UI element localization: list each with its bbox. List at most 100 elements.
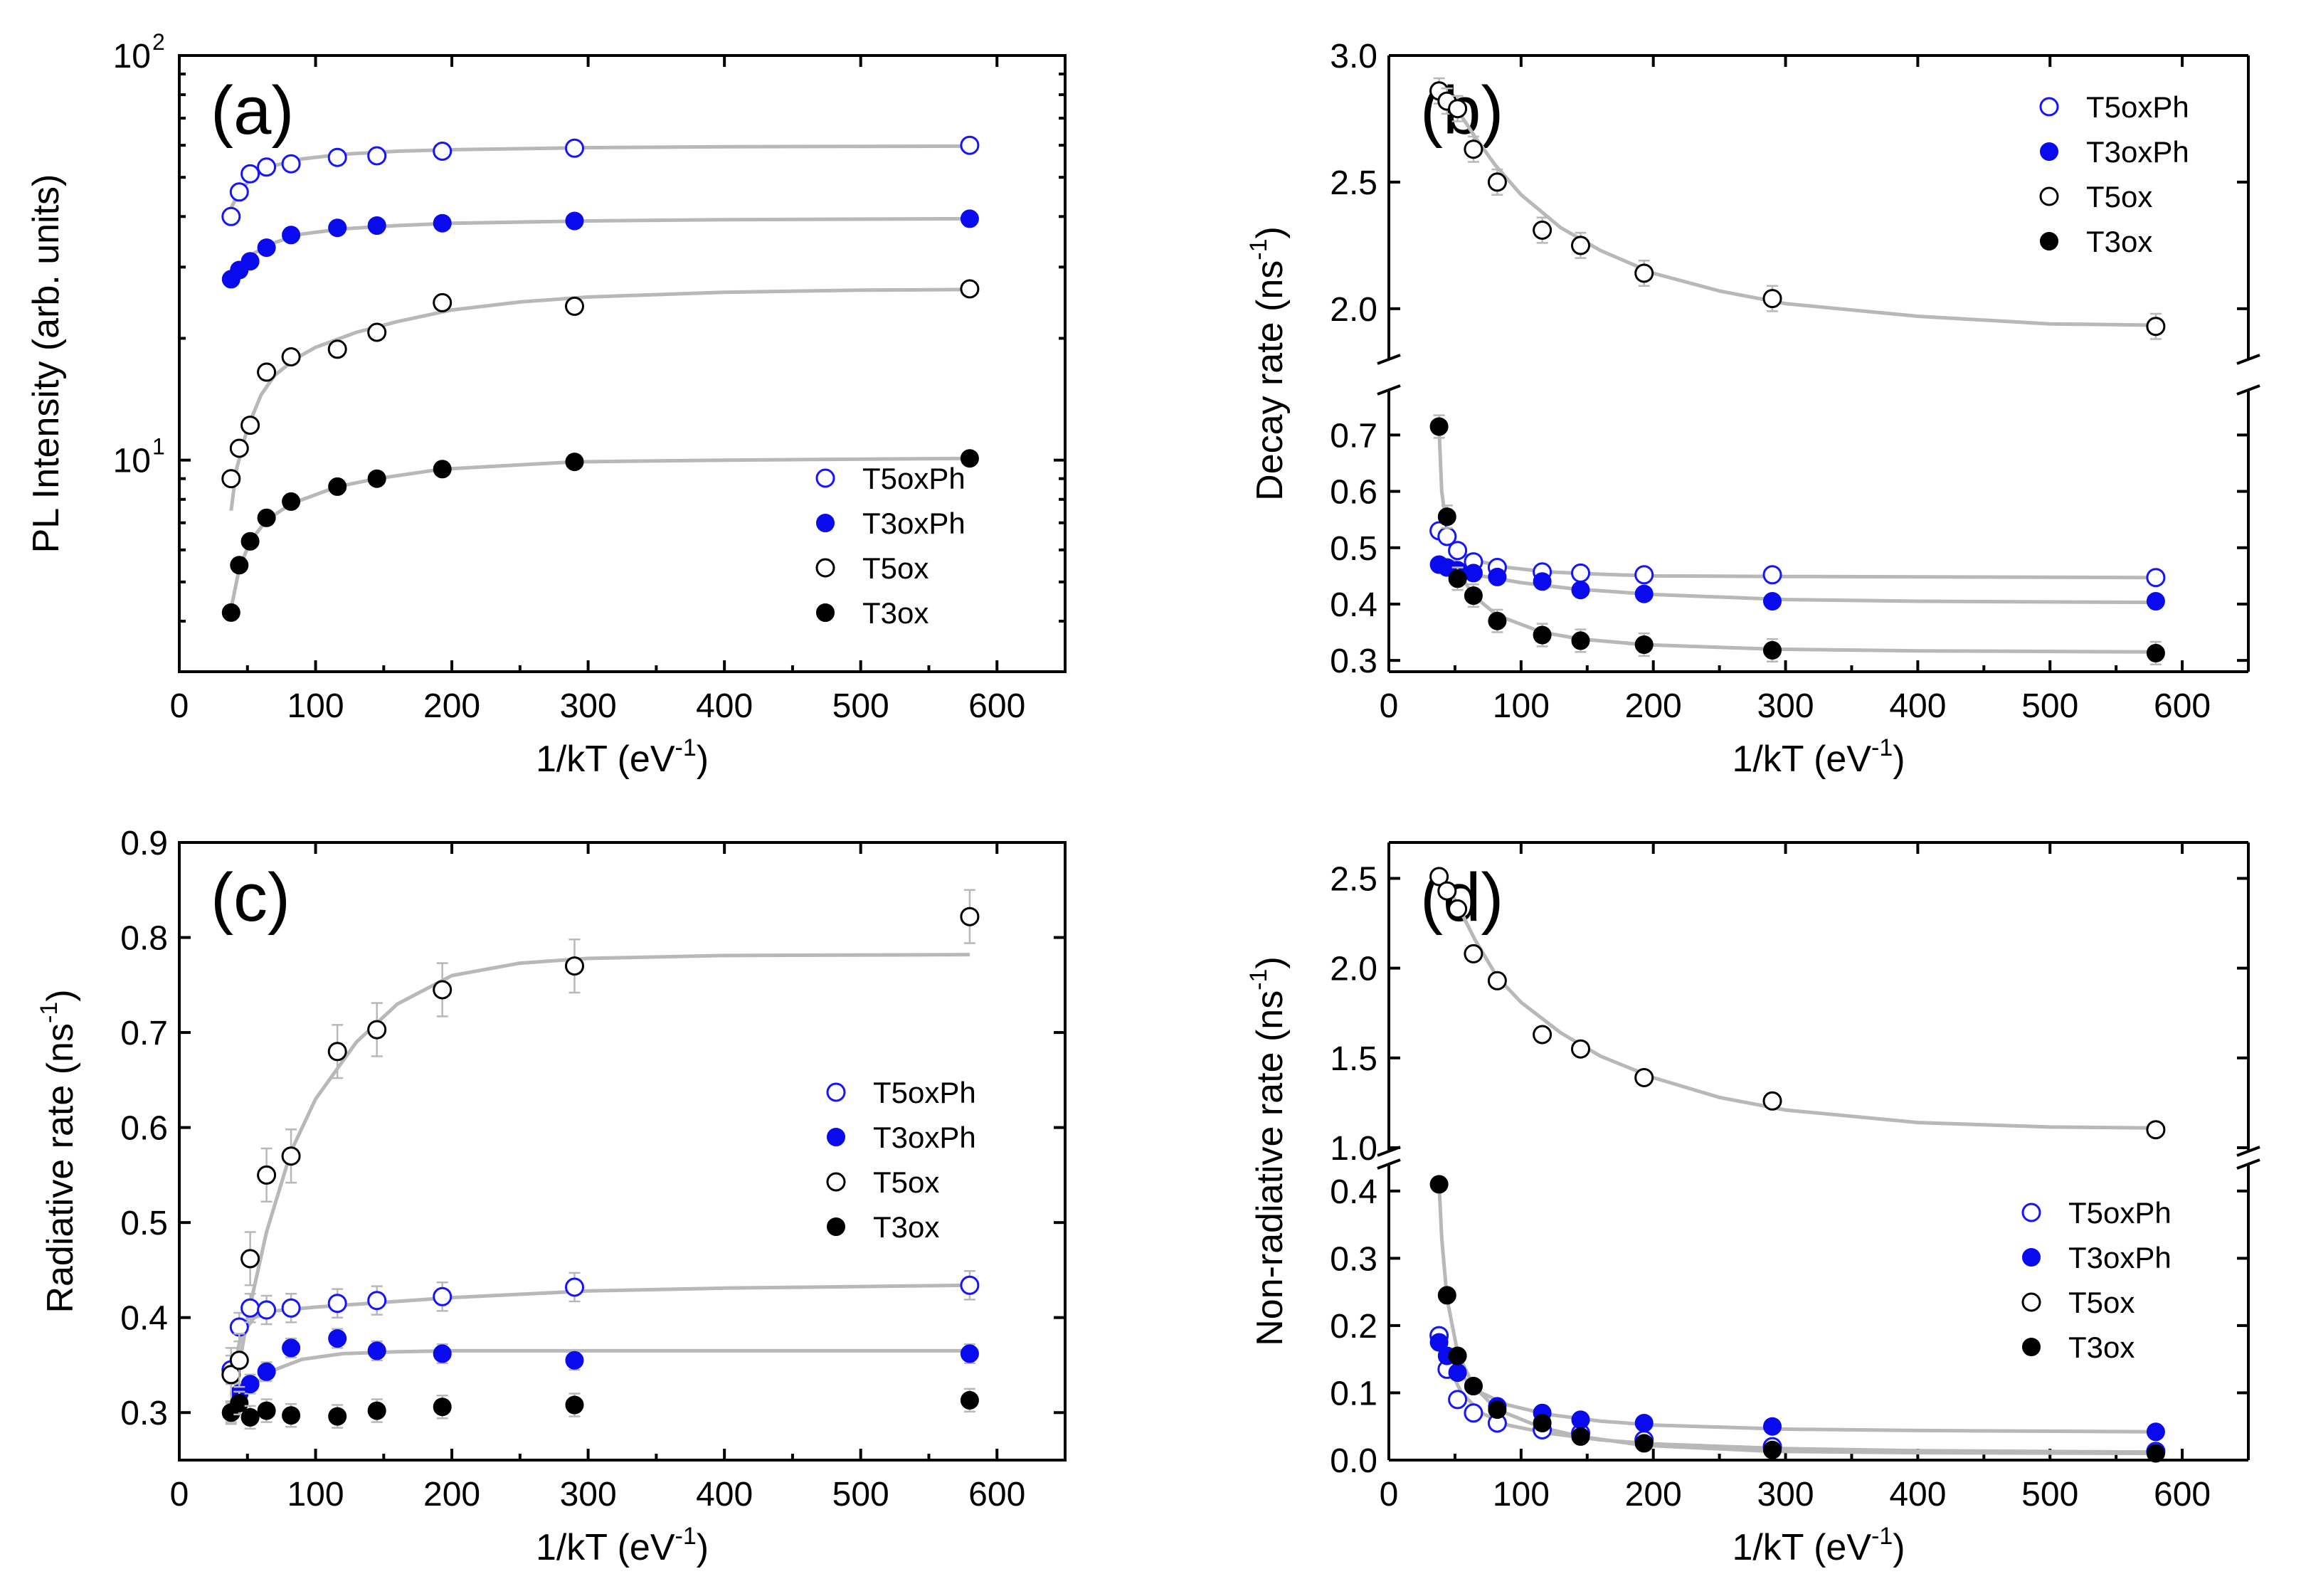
data-point-T3oxPh	[257, 238, 276, 258]
x-tick-label: 500	[2021, 1476, 2078, 1513]
y-tick-label: 2.5	[1330, 164, 1377, 202]
data-point-T3ox	[1464, 586, 1483, 606]
data-point-T3ox	[230, 556, 249, 575]
x-axis-title: 1/kT (eV-1)	[536, 1523, 709, 1568]
y-tick-exponent: 2	[152, 29, 165, 55]
x-tick-label: 300	[560, 687, 617, 725]
legend-label-T3oxPh: T3oxPh	[2086, 135, 2189, 169]
fit-curve-T5ox	[1437, 874, 2156, 1130]
data-point-T5ox	[1533, 1025, 1552, 1045]
axis-break-mark	[1377, 1158, 1401, 1170]
legend-label-T5oxPh: T5oxPh	[2086, 90, 2189, 124]
legend-label-T5oxPh: T5oxPh	[873, 1076, 976, 1109]
x-tick-label: 300	[560, 1476, 617, 1513]
fit-curve-T5ox	[229, 287, 970, 512]
data-point-T3oxPh	[565, 211, 584, 231]
data-point-T3ox	[367, 1401, 386, 1420]
x-tick-label: 500	[832, 687, 889, 725]
data-point-T5oxPh	[1634, 565, 1654, 585]
legend: T5oxPh T3oxPh T5ox T3ox	[815, 462, 966, 630]
y-tick-label: 0.2	[1330, 1308, 1377, 1346]
data-point-T5ox	[1634, 1068, 1654, 1087]
data-point-T5oxPh	[327, 1294, 347, 1314]
y-tick-label: 0.3	[1330, 643, 1377, 680]
legend-label-T3ox: T3ox	[2068, 1331, 2135, 1364]
data-point-T5oxPh	[367, 1291, 387, 1311]
legend-marker-T3ox	[2022, 1338, 2041, 1356]
x-tick-label: 400	[1889, 1476, 1946, 1513]
axis-break-mark	[2236, 1146, 2260, 1157]
x-tick-label: 500	[2021, 687, 2078, 725]
legend-label-T3ox: T3ox	[862, 596, 929, 630]
panel-d: 0 100 200 300 400 500 600 0.0 0.1 0.2 0.3 0.4 1.0 1.5…	[1245, 841, 2260, 1568]
data-point-T3oxPh	[282, 1338, 301, 1358]
y-axis-title: Non-radiative rate (ns-1)	[1245, 956, 1291, 1346]
axis-break-mark	[2236, 354, 2260, 365]
y-tick-label: 0.4	[1330, 1173, 1377, 1211]
data-point-T3oxPh	[960, 1344, 979, 1363]
data-point-T3ox	[1634, 1434, 1654, 1453]
data-point-T5oxPh	[2146, 568, 2166, 588]
data-point-T5ox	[367, 1020, 387, 1040]
x-axis-title: 1/kT (eV-1)	[536, 734, 709, 780]
axis-break-mark	[1377, 354, 1401, 365]
plot-frame	[178, 54, 1067, 673]
data-point-T3ox	[960, 449, 979, 468]
data-point-T5ox	[1429, 867, 1449, 887]
legend-marker-T5ox	[2039, 186, 2059, 206]
data-point-T3ox	[1464, 1377, 1483, 1395]
data-point-T5ox	[1448, 99, 1468, 119]
fit-curve-T3oxPh	[229, 1348, 970, 1414]
data-point-T3oxPh	[240, 1375, 260, 1394]
data-point-T3oxPh	[1571, 1410, 1590, 1429]
x-axis-title: 1/kT (eV-1)	[1732, 734, 1905, 780]
data-point-T3ox	[2146, 643, 2165, 662]
data-point-T5ox	[1762, 289, 1782, 309]
x-tick-label: 200	[1625, 687, 1682, 725]
data-point-T5oxPh	[281, 1298, 301, 1318]
data-point-T5oxPh	[1448, 1390, 1468, 1410]
data-point-T5ox	[1464, 944, 1483, 963]
y-tick-label: 10	[113, 38, 151, 75]
data-point-T3ox	[328, 477, 347, 496]
y-tick-label: 0.8	[120, 920, 168, 958]
plot-frame	[178, 841, 1067, 1462]
y-tick-label: 10	[113, 443, 151, 480]
y-tick-label: 0.4	[120, 1300, 168, 1338]
data-point-T3oxPh	[2146, 1422, 2165, 1442]
data-point-T3ox	[2146, 1444, 2165, 1463]
panel-c: 0 100 200 300 400 500 600 0.3 0.4 0.5 0.6 0.7 0.8 0.9…	[36, 825, 1067, 1568]
data-point-T3oxPh	[1429, 1333, 1449, 1352]
data-point-T3ox	[1448, 1346, 1467, 1365]
y-tick-label: 0.9	[120, 825, 168, 862]
data-point-T5ox	[229, 1351, 249, 1370]
data-point-T3oxPh	[367, 216, 386, 235]
legend-marker-T3ox	[816, 603, 835, 622]
x-tick-label: 0	[170, 1476, 189, 1513]
data-point-T5ox	[327, 339, 347, 359]
data-point-T5oxPh	[281, 154, 301, 174]
legend-marker-T3ox	[2040, 232, 2058, 250]
y-tick-label: 0.3	[1330, 1240, 1377, 1278]
data-point-T5ox	[2146, 317, 2166, 337]
data-point-T5ox	[240, 1249, 260, 1269]
legend-marker-T5oxPh	[2039, 97, 2059, 117]
y-tick-exponent: 1	[152, 434, 165, 460]
y-tick-label: 2.0	[1330, 951, 1377, 988]
data-point-T3oxPh	[1448, 1363, 1467, 1383]
legend-marker-T5oxPh	[2021, 1203, 2041, 1222]
legend-marker-T3oxPh	[2022, 1248, 2041, 1267]
y-tick-label: 0.4	[1330, 586, 1377, 624]
data-point-T5ox	[1464, 139, 1483, 159]
data-point-T5ox	[221, 469, 241, 489]
data-point-T3oxPh	[282, 226, 301, 245]
data-point-T3ox	[240, 532, 260, 551]
data-point-T3ox	[565, 1395, 584, 1415]
legend: T5oxPh T3oxPh T5ox T3ox	[2021, 1196, 2172, 1364]
data-point-T3oxPh	[960, 209, 979, 228]
data-point-T5oxPh	[960, 135, 980, 155]
axis-break-mark	[2236, 1158, 2260, 1170]
fit-curve-T5ox	[1437, 89, 2156, 327]
x-tick-label: 600	[2154, 1476, 2211, 1513]
data-point-T5oxPh	[433, 1286, 453, 1306]
